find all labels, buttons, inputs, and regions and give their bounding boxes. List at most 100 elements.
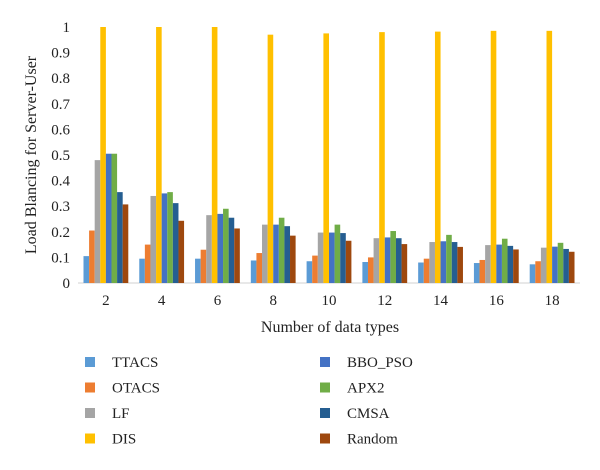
legend-label-dis: DIS [112,432,136,448]
x-tick-label: 14 [433,293,449,309]
x-tick-label: 6 [214,293,222,309]
bar-dis-16 [490,30,497,284]
legend-swatch-random [320,433,330,444]
y-tick-label: 0.7 [51,97,70,113]
y-tick-label: 0.3 [51,199,70,215]
bar-dis-8 [267,34,274,284]
bar-cmsa-4 [172,203,179,283]
bar-lf-6 [206,215,212,283]
bar-cmsa-18 [563,248,569,283]
bar-ttacs-10 [306,261,313,283]
bar-lf-12 [373,238,380,283]
y-tick-label: 0.2 [51,225,70,241]
legend-label-bbo-pso: BBO_PSO [347,355,413,371]
y-tick-label: 0.1 [51,250,70,266]
legend-swatch-otacs [85,382,95,393]
bar-dis-14 [434,31,441,283]
y-tick-label: 1 [63,20,71,36]
bar-ttacs-14 [418,262,424,283]
bar-dis-10 [323,33,329,284]
legend-label-otacs: OTACS [112,381,160,397]
bar-dis-2 [100,27,106,283]
bar-lf-4 [150,195,157,283]
y-tick-label: 0.4 [51,174,70,190]
x-tick-label: 18 [545,293,560,309]
legend-label-ttacs: TTACS [112,355,158,371]
bar-ttacs-8 [250,260,257,283]
bar-ttacs-18 [529,264,536,283]
bar-bbo-pso-18 [552,246,558,283]
y-tick-label: 0.8 [51,71,70,87]
bar-apx2-6 [223,208,229,283]
y-tick-label: 0.9 [51,46,70,62]
bar-cmsa-14 [451,242,458,283]
bar-apx2-2 [111,153,118,283]
bar-ttacs-4 [139,258,145,283]
x-tick-label: 8 [269,293,277,309]
bar-random-8 [290,235,296,283]
bar-dis-18 [546,30,553,284]
bar-otacs-18 [535,261,541,283]
bar-ttacs-16 [473,263,480,283]
x-tick-label: 10 [322,293,337,309]
bar-apx2-10 [334,224,341,283]
bar-cmsa-2 [117,192,123,283]
bar-lf-18 [540,247,547,283]
legend: TTACS OTACS LF DIS BBO_PSO APX2 CMSA Random [85,355,413,448]
x-tick-label: 2 [102,293,110,309]
bar-cmsa-6 [228,217,235,283]
bar-otacs-16 [479,259,486,283]
bar-random-12 [401,244,408,283]
bar-otacs-2 [89,230,95,283]
y-axis-title: Load Blancing for Server-User [23,55,40,254]
bar-random-10 [345,240,352,283]
bar-ttacs-6 [195,258,201,283]
bar-dis-6 [211,27,218,283]
bar-lf-16 [485,245,491,283]
bar-random-6 [234,228,240,283]
y-tick-label: 0.6 [51,122,70,138]
bar-otacs-10 [312,255,318,283]
bar-bbo-pso-12 [384,237,391,283]
bar-cmsa-8 [284,226,291,283]
bar-random-18 [568,251,575,283]
bar-bbo-pso-10 [329,232,335,283]
legend-label-cmsa: CMSA [347,406,390,422]
bar-random-16 [513,249,519,283]
legend-swatch-apx2 [320,382,330,393]
bar-lf-14 [429,242,435,283]
bar-otacs-6 [200,249,207,283]
bars [83,27,575,284]
bar-otacs-8 [256,253,263,283]
bar-otacs-14 [423,258,430,283]
bar-otacs-12 [367,257,374,283]
x-tick-label: 16 [489,293,505,309]
bar-random-14 [457,246,463,283]
bar-cmsa-12 [395,238,402,283]
bar-cmsa-10 [340,233,346,283]
bar-apx2-16 [501,238,508,283]
bar-bbo-pso-14 [440,241,447,283]
y-tick-label: 0 [63,276,71,292]
bar-bbo-pso-6 [217,213,224,283]
bar-dis-12 [379,32,385,284]
bar-apx2-8 [278,217,285,283]
y-tick-label: 0.5 [51,148,70,164]
bar-bbo-pso-8 [273,224,279,283]
bar-random-2 [122,204,129,283]
legend-swatch-cmsa [320,408,330,418]
x-axis-title: Number of data types [261,319,399,336]
legend-label-lf: LF [112,406,130,422]
bar-bbo-pso-4 [161,193,168,283]
x-tick-label: 4 [158,293,166,309]
bar-ttacs-12 [362,262,368,283]
bar-lf-8 [262,224,268,283]
bar-otacs-4 [144,244,151,283]
bar-random-4 [178,220,185,283]
legend-swatch-dis [85,433,95,444]
legend-swatch-lf [85,408,95,418]
bar-apx2-4 [167,192,173,283]
bar-bbo-pso-16 [496,244,502,283]
